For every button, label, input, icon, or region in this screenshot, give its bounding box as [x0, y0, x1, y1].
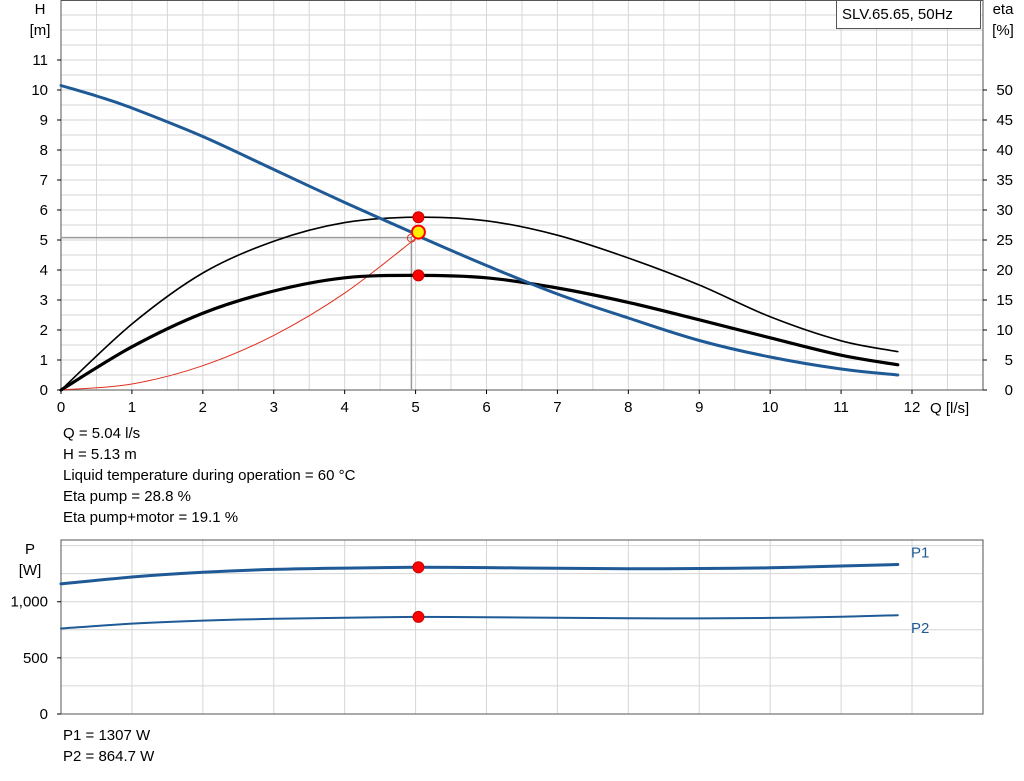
y-tick-label: 9	[40, 112, 48, 129]
info-eta-pump-motor: Eta pump+motor = 19.1 %	[63, 509, 239, 526]
eta-pump-motor-curve	[59, 273, 900, 392]
y-right-tick-label: 0	[1005, 382, 1013, 399]
power-y-axis-unit: [W]	[19, 562, 42, 579]
eta-pump-curve	[60, 216, 899, 391]
y-right-tick-label: 20	[996, 262, 1013, 279]
title-box	[836, 0, 981, 29]
x-tick-label: 3	[270, 399, 278, 416]
x-tick-label: 10	[762, 399, 779, 416]
y-tick-label: 10	[31, 82, 48, 99]
power-info: P1 = 1307 W P2 = 864.7 W	[63, 725, 154, 767]
info-p1: P1 = 1307 W	[63, 727, 151, 744]
duty-point-marker	[410, 224, 426, 240]
info-head: H = 5.13 m	[63, 446, 137, 463]
y-right-tick-label: 15	[996, 292, 1013, 309]
y-right-tick-label: 45	[996, 112, 1013, 129]
x-tick-label: 8	[624, 399, 632, 416]
y-right-tick-label: 25	[996, 232, 1013, 249]
p1-series-label: P1	[911, 544, 929, 561]
x-tick-label: 4	[340, 399, 348, 416]
duty-point-info: Q = 5.04 l/s H = 5.13 m Liquid temperatu…	[63, 423, 355, 528]
y-right-tick-label: 35	[996, 172, 1013, 189]
power-y-tick-label: 500	[23, 650, 48, 667]
p2-series-label: P2	[911, 620, 929, 637]
y-right-tick-label: 5	[1005, 352, 1013, 369]
eta-pump-motor-duty-marker	[412, 269, 425, 282]
y-right-tick-label: 10	[996, 322, 1013, 339]
y-tick-label: 1	[40, 352, 48, 369]
info-flow: Q = 5.04 l/s	[63, 425, 141, 442]
y-axis-unit: [m]	[30, 22, 51, 39]
x-tick-label: 1	[128, 399, 136, 416]
x-tick-label: 0	[57, 399, 65, 416]
x-tick-label: 9	[695, 399, 703, 416]
system-curve	[60, 233, 423, 391]
x-tick-label: 12	[904, 399, 921, 416]
p2-duty-marker	[412, 610, 425, 623]
y-tick-label: 5	[40, 232, 48, 249]
info-eta-pump: Eta pump = 28.8 %	[63, 488, 191, 505]
head-curve	[59, 84, 900, 377]
x-tick-label: 2	[199, 399, 207, 416]
power-plot-frame	[60, 539, 984, 715]
eta-pump-duty-marker	[412, 211, 425, 224]
power-y-axis-label: P	[25, 541, 35, 558]
y-right-tick-label: 40	[996, 142, 1013, 159]
y-right-tick-label: 30	[996, 202, 1013, 219]
x-tick-label: 11	[833, 399, 849, 416]
y-right-axis-unit: [%]	[992, 22, 1014, 39]
y-right-axis-label: eta	[993, 1, 1015, 18]
x-tick-label: 6	[482, 399, 490, 416]
x-tick-label: 5	[411, 399, 419, 416]
y-right-tick-label: 50	[996, 82, 1013, 99]
x-tick-label: 7	[553, 399, 561, 416]
info-p2: P2 = 864.7 W	[63, 748, 155, 765]
y-axis-label: H	[35, 1, 46, 18]
info-liquid-temperature: Liquid temperature during operation = 60…	[63, 467, 356, 484]
y-tick-label: 11	[32, 52, 48, 69]
y-tick-label: 6	[40, 202, 48, 219]
y-tick-label: 2	[40, 322, 48, 339]
plot-grid	[60, 0, 984, 391]
y-tick-label: 8	[40, 142, 48, 159]
plot-frame	[60, 0, 984, 391]
y-tick-label: 4	[40, 262, 48, 279]
y-tick-label: 3	[40, 292, 48, 309]
p1-duty-marker	[412, 561, 425, 574]
y-tick-label: 7	[40, 172, 48, 189]
x-axis-label: Q [l/s]	[930, 400, 969, 417]
power-y-tick-label: 0	[40, 706, 48, 723]
p2-curve	[60, 614, 899, 630]
power-y-tick-label: 1,000	[10, 594, 48, 611]
p1-curve	[59, 563, 900, 586]
y-tick-label: 0	[40, 382, 48, 399]
chart-title: SLV.65.65, 50Hz	[842, 6, 953, 23]
